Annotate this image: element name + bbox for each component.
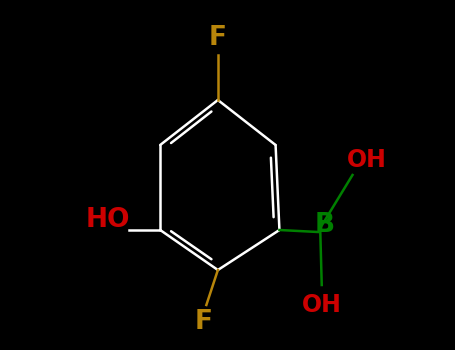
- Text: F: F: [195, 309, 213, 335]
- Text: OH: OH: [346, 148, 386, 172]
- Text: B: B: [315, 212, 335, 238]
- Text: OH: OH: [302, 293, 342, 317]
- Text: F: F: [209, 25, 227, 51]
- Text: HO: HO: [86, 207, 130, 233]
